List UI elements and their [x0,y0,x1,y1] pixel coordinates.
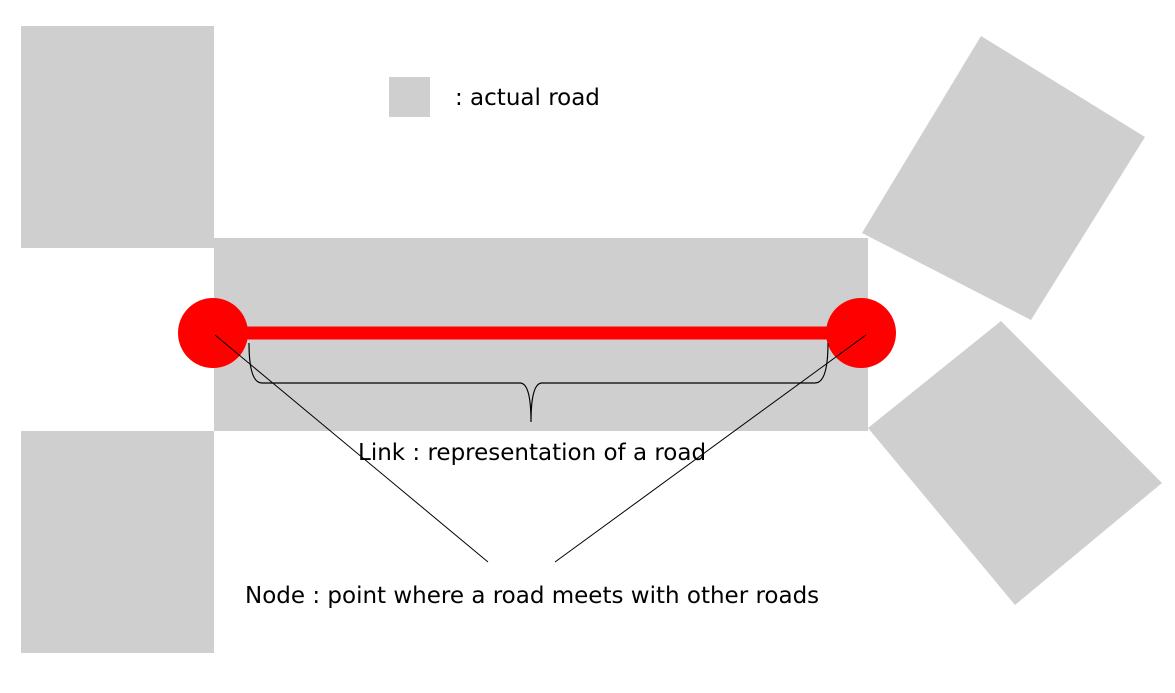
node-pointer-right [554,334,867,563]
link-label: Link : representation of a road [358,440,706,466]
legend-road-swatch [389,77,430,117]
link-brace [248,342,829,423]
node-right [826,298,896,368]
node-left [178,298,248,368]
node-pointer-left [214,334,489,563]
legend-label: : actual road [455,85,600,111]
road-bottom-left [21,431,214,653]
road-top-left [21,26,214,248]
road-top-right [862,36,1145,320]
node-label: Node : point where a road meets with oth… [245,583,819,609]
road-bottom-right [868,321,1162,605]
